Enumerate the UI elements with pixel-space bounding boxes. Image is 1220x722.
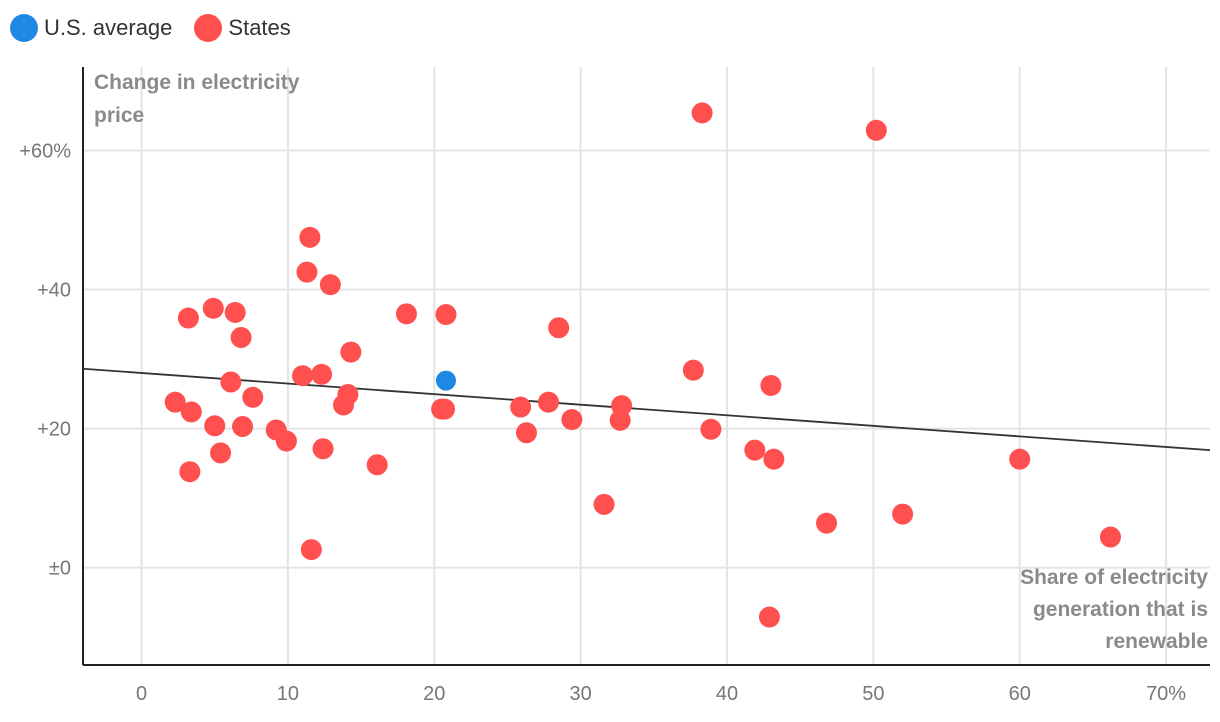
state-point[interactable] [230,326,252,348]
state-point[interactable] [760,374,782,396]
legend-marker-states [194,14,223,42]
state-point[interactable] [177,307,199,329]
state-point[interactable] [300,539,322,561]
state-point[interactable] [682,359,704,381]
y-tick-label: +60% [19,140,71,162]
state-point[interactable] [179,461,201,483]
state-point[interactable] [220,371,242,393]
data-points [164,102,1121,628]
x-tick-label: 60 [1009,683,1031,705]
state-point[interactable] [299,226,321,248]
y-tick-label: +20 [37,419,71,441]
x-tick-label: 0 [136,683,147,705]
state-point[interactable] [435,304,457,326]
state-point[interactable] [1009,448,1031,470]
legend-item-us-average[interactable]: U.S. average [10,14,172,42]
state-point[interactable] [744,439,766,461]
state-point[interactable] [548,317,570,339]
y-tick-label: +40 [37,280,71,302]
x-axis-title-line: renewable [1105,630,1208,653]
state-point[interactable] [395,303,417,325]
state-point[interactable] [232,415,254,437]
us-average-point[interactable] [435,370,456,391]
state-point[interactable] [758,606,780,628]
state-point[interactable] [275,430,297,452]
state-point[interactable] [892,503,914,525]
y-axis-title-line: Change in electricity [94,71,300,94]
state-point[interactable] [202,297,224,319]
legend-item-states[interactable]: States [194,14,291,42]
state-point[interactable] [865,119,887,141]
gridlines [83,67,1210,665]
state-point[interactable] [180,401,202,423]
tick-labels: 0 10 20 30 40 50 60 70% ±0 +20 +40 +60% [19,140,1186,705]
legend-label-states: States [228,15,291,40]
axis-titles: Change in electricity price Share of elect… [94,71,1208,653]
axes [82,67,1210,666]
state-point[interactable] [242,386,264,408]
state-point[interactable] [366,454,388,476]
x-tick-label: 20 [423,683,445,705]
x-tick-label: 40 [716,683,738,705]
trendline [82,367,1211,452]
state-point[interactable] [561,409,583,431]
x-axis-title-line: generation that is [1033,598,1208,621]
state-point[interactable] [319,274,341,296]
state-point[interactable] [164,391,186,413]
state-point[interactable] [515,422,537,444]
legend: U.S. average States [10,14,291,42]
x-tick-label: 10 [277,683,299,705]
x-tick-label: 30 [570,683,592,705]
state-point[interactable] [340,341,362,363]
state-point[interactable] [700,418,722,440]
state-point[interactable] [510,396,532,418]
x-tick-label: 50 [862,683,884,705]
state-point[interactable] [204,415,226,437]
state-point[interactable] [611,395,633,417]
x-tick-label: 70% [1146,683,1186,705]
y-tick-label: ±0 [49,558,71,580]
trendline-group [82,367,1211,452]
state-point[interactable] [311,363,333,385]
state-point[interactable] [296,261,318,283]
state-point[interactable] [434,398,456,420]
state-point[interactable] [593,493,615,515]
state-point[interactable] [333,394,355,416]
state-point[interactable] [210,442,232,464]
state-point[interactable] [292,365,314,387]
state-point[interactable] [763,448,785,470]
x-axis-title-line: Share of electricity [1020,566,1208,589]
state-point[interactable] [224,301,246,323]
state-point[interactable] [312,438,334,460]
state-point[interactable] [816,512,838,534]
y-axis-title-line: price [94,104,144,127]
state-point[interactable] [691,102,713,124]
legend-label-us-average: U.S. average [44,15,173,40]
legend-marker-us-average [10,14,38,42]
state-point[interactable] [537,391,559,413]
state-point[interactable] [1099,526,1121,548]
